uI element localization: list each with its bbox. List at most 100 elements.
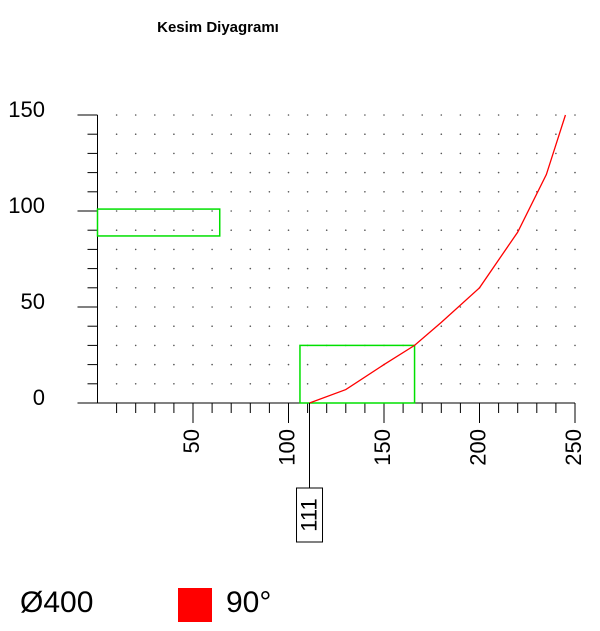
grid-dot [306, 229, 309, 231]
grid-dot [134, 133, 137, 135]
grid-dot [555, 363, 557, 366]
grid-dot [192, 210, 194, 212]
grid-dot [154, 114, 156, 116]
grid-dot [555, 267, 557, 270]
grid-dot [345, 171, 347, 174]
grid-dot [555, 287, 557, 289]
grid-dot [478, 248, 481, 251]
grid-dot [555, 152, 557, 155]
grid-dot [230, 191, 232, 193]
grid-dot [516, 152, 519, 155]
grid-dot [115, 306, 118, 308]
grid-dot [306, 267, 309, 270]
grid-dot [115, 133, 118, 135]
grid-dot [192, 171, 194, 174]
grid-dot [287, 248, 290, 251]
grid-dot [192, 306, 194, 308]
grid-dot [306, 191, 309, 193]
grid-dot [230, 325, 232, 328]
y-tick-label: 150 [8, 97, 45, 122]
grid-dot [154, 383, 156, 385]
grid-dot [345, 114, 347, 116]
grid-dot [230, 152, 232, 155]
grid-dot [516, 306, 519, 308]
grid-dot [459, 248, 462, 251]
grid-dot [497, 363, 500, 366]
grid-dot [230, 114, 232, 116]
grid-dot [115, 363, 118, 366]
grid-dot [230, 267, 232, 270]
grid-dot [173, 229, 175, 231]
grid-dot [173, 114, 175, 116]
grid-dot [478, 133, 481, 135]
grid-dot [211, 325, 213, 328]
curve [309, 114, 567, 404]
grid-dot [134, 152, 137, 155]
grid-dot [478, 171, 481, 174]
grid-dot [364, 383, 366, 385]
grid-dot [536, 287, 538, 289]
grid-dot [249, 363, 252, 366]
grid-dot [478, 210, 481, 212]
grid-dot [134, 383, 137, 385]
grid-dot [555, 383, 557, 385]
grid-dot [173, 171, 175, 174]
grid-dot [497, 210, 500, 212]
grid-dot [555, 306, 557, 308]
grid-dot [383, 229, 385, 231]
grid-dot [364, 229, 366, 231]
grid-dot [574, 248, 576, 251]
grid-dot [555, 210, 557, 212]
grid-dot [345, 325, 347, 328]
grid-dot [478, 114, 481, 116]
grid-dot [115, 325, 118, 328]
grid-dot [478, 325, 481, 328]
grid-dot [383, 152, 385, 155]
grid-dot [249, 171, 252, 174]
grid-dot [230, 171, 232, 174]
grid-dot [459, 325, 462, 328]
grid-dot [211, 267, 213, 270]
grid-dot [574, 287, 576, 289]
grid-dot [211, 344, 213, 347]
grid-dot [268, 363, 271, 366]
grid-dot [574, 171, 576, 174]
chart-title: Kesim Diyagramı [157, 19, 279, 36]
grid-dot [478, 152, 481, 155]
grid-dot [325, 267, 328, 270]
grid-dot [115, 191, 118, 193]
grid-dot [287, 152, 290, 155]
grid-dot [383, 306, 385, 308]
grid-dot [230, 383, 232, 385]
grid-dot [325, 363, 328, 366]
grid-dot [497, 344, 500, 347]
grid-dot [173, 248, 175, 251]
grid-dot [249, 325, 252, 328]
grid-dot [249, 210, 252, 212]
grid-dot [383, 267, 385, 270]
grid-dot [364, 191, 366, 193]
grid-dot [402, 114, 404, 116]
grid-dot [459, 114, 462, 116]
grid-dot [192, 114, 194, 116]
grid-dot [268, 383, 271, 385]
grid-dot [211, 114, 213, 116]
grid-dot [287, 306, 290, 308]
grid-dot [268, 114, 271, 116]
grid-dot [421, 287, 424, 289]
grid-dot [574, 152, 576, 155]
grid-dot [421, 267, 424, 270]
grid-dot [154, 248, 156, 251]
grid-dot [173, 210, 175, 212]
grid-dot [192, 363, 194, 366]
grid-dot [115, 287, 118, 289]
grid-dot [440, 248, 443, 251]
grid-dot [364, 267, 366, 270]
grid-dot [154, 287, 156, 289]
grid-dot [402, 363, 404, 366]
grid-dot [173, 152, 175, 155]
grid-dot [497, 267, 500, 270]
grid-dot [306, 248, 309, 251]
grid-dot [402, 325, 404, 328]
